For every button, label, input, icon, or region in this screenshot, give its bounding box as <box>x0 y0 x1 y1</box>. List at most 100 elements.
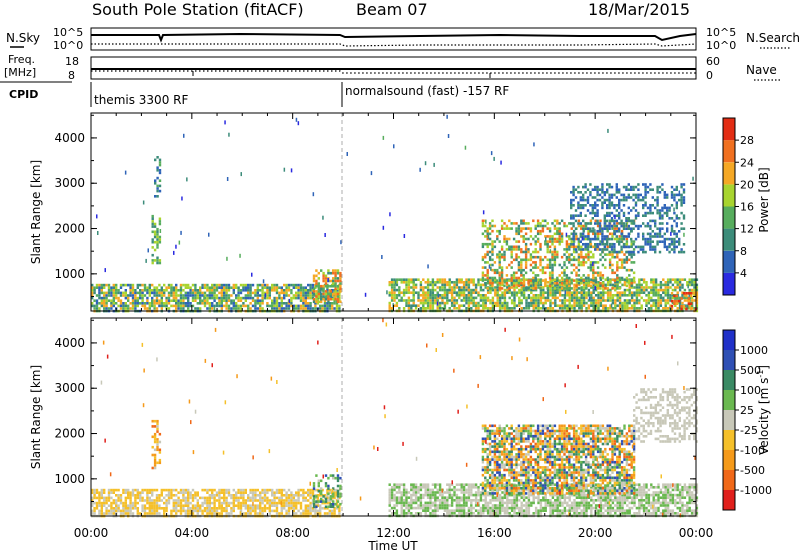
heatmap-cell <box>129 289 132 292</box>
nsky-label: N.Sky <box>6 31 40 45</box>
heatmap-cell <box>626 301 629 305</box>
heatmap-cell <box>613 227 617 230</box>
heatmap-cell <box>398 307 401 310</box>
heatmap-cell <box>637 193 640 197</box>
heatmap-cell <box>615 219 618 223</box>
heatmap-cell <box>551 235 554 238</box>
heatmap-cell <box>506 291 509 294</box>
heatmap-cell <box>206 501 209 505</box>
heatmap-cell <box>239 304 243 308</box>
heatmap-cell <box>544 279 547 282</box>
heatmap-cell <box>206 296 209 300</box>
heatmap-cell <box>314 286 317 289</box>
heatmap-cell <box>143 504 147 507</box>
heatmap-cell <box>314 512 317 515</box>
heatmap-cell <box>158 169 162 172</box>
heatmap-cell <box>462 296 466 300</box>
heatmap-cell <box>322 295 325 298</box>
heatmap-cell <box>280 504 283 507</box>
heatmap-cell <box>630 307 634 310</box>
heatmap-cell <box>290 491 293 494</box>
heatmap-cell <box>405 499 408 502</box>
heatmap-cell <box>580 291 583 294</box>
heatmap-cell <box>625 196 628 199</box>
heatmap-cell <box>608 253 612 256</box>
heatmap-cell <box>558 307 562 310</box>
heatmap-cell <box>690 281 694 284</box>
heatmap-cell <box>189 507 192 510</box>
heatmap-cell <box>609 281 612 284</box>
heatmap-cell <box>603 214 606 217</box>
heatmap-cell <box>412 286 415 289</box>
heatmap-cell <box>129 283 132 287</box>
heatmap-cell <box>321 507 324 510</box>
heatmap-cell <box>259 294 262 297</box>
heatmap-cell <box>482 296 485 300</box>
heatmap-cell <box>592 307 595 310</box>
heatmap-cell <box>518 278 521 281</box>
heatmap-cell <box>158 238 162 241</box>
heatmap-cell <box>626 281 629 284</box>
heatmap-cell <box>683 296 687 300</box>
heatmap-cell <box>429 499 432 502</box>
heatmap-cell <box>486 307 490 310</box>
heatmap-cell <box>563 281 566 285</box>
heatmap-cell <box>100 507 103 510</box>
heatmap-cell <box>422 483 425 486</box>
heatmap-cell <box>505 240 509 243</box>
heatmap-cell <box>618 304 622 307</box>
heatmap-cell <box>644 240 647 243</box>
heatmap-cell <box>541 279 545 282</box>
heatmap-cell <box>638 288 641 292</box>
heatmap-cell <box>663 243 666 246</box>
heatmap-cell <box>553 245 557 249</box>
heatmap-cell <box>266 283 269 287</box>
heatmap-cell <box>429 294 432 297</box>
heatmap-speckle <box>283 167 286 172</box>
heatmap-cell <box>527 279 530 282</box>
heatmap-cell <box>227 289 231 292</box>
heatmap-cell <box>613 232 616 236</box>
heatmap-cell <box>503 222 506 225</box>
heatmap-cell <box>156 235 159 239</box>
heatmap-cell <box>539 307 543 310</box>
heatmap-cell <box>620 237 624 241</box>
heatmap-cell <box>297 499 300 502</box>
heatmap-cell <box>575 286 579 289</box>
heatmap-cell <box>407 288 411 292</box>
heatmap-cell <box>455 307 459 310</box>
heatmap-cell <box>182 496 185 500</box>
heatmap-cell <box>154 195 157 198</box>
heatmap-cell <box>297 491 300 494</box>
heatmap-cell <box>596 235 600 238</box>
heatmap-cell <box>508 227 511 230</box>
heatmap-cell <box>153 304 156 308</box>
heatmap-cell <box>484 296 487 300</box>
heatmap-cell <box>654 232 657 236</box>
heatmap-cell <box>213 499 216 502</box>
heatmap-cell <box>604 307 607 310</box>
heatmap-cell <box>513 301 516 305</box>
heatmap-cell <box>584 261 588 264</box>
heatmap-cell <box>606 294 610 297</box>
heatmap-cell <box>551 250 554 254</box>
heatmap-cell <box>598 224 602 228</box>
heatmap-cell <box>574 188 578 191</box>
heatmap-cell <box>275 286 279 289</box>
heatmap-cell <box>573 291 576 294</box>
heatmap-cell <box>115 504 118 507</box>
heatmap-speckle <box>226 256 228 261</box>
heatmap-cell <box>156 461 159 465</box>
heatmap-cell <box>537 278 540 281</box>
heatmap-cell <box>599 304 603 307</box>
heatmap-cell <box>309 283 312 287</box>
heatmap-cell <box>115 509 118 513</box>
heatmap-cell <box>670 243 674 246</box>
heatmap-cell <box>105 496 108 500</box>
heatmap-cell <box>129 307 132 310</box>
heatmap-cell <box>536 222 540 225</box>
heatmap-cell <box>656 191 659 194</box>
heatmap-cell <box>179 291 183 295</box>
heatmap-cell <box>268 512 271 515</box>
heatmap-cell <box>534 279 537 282</box>
